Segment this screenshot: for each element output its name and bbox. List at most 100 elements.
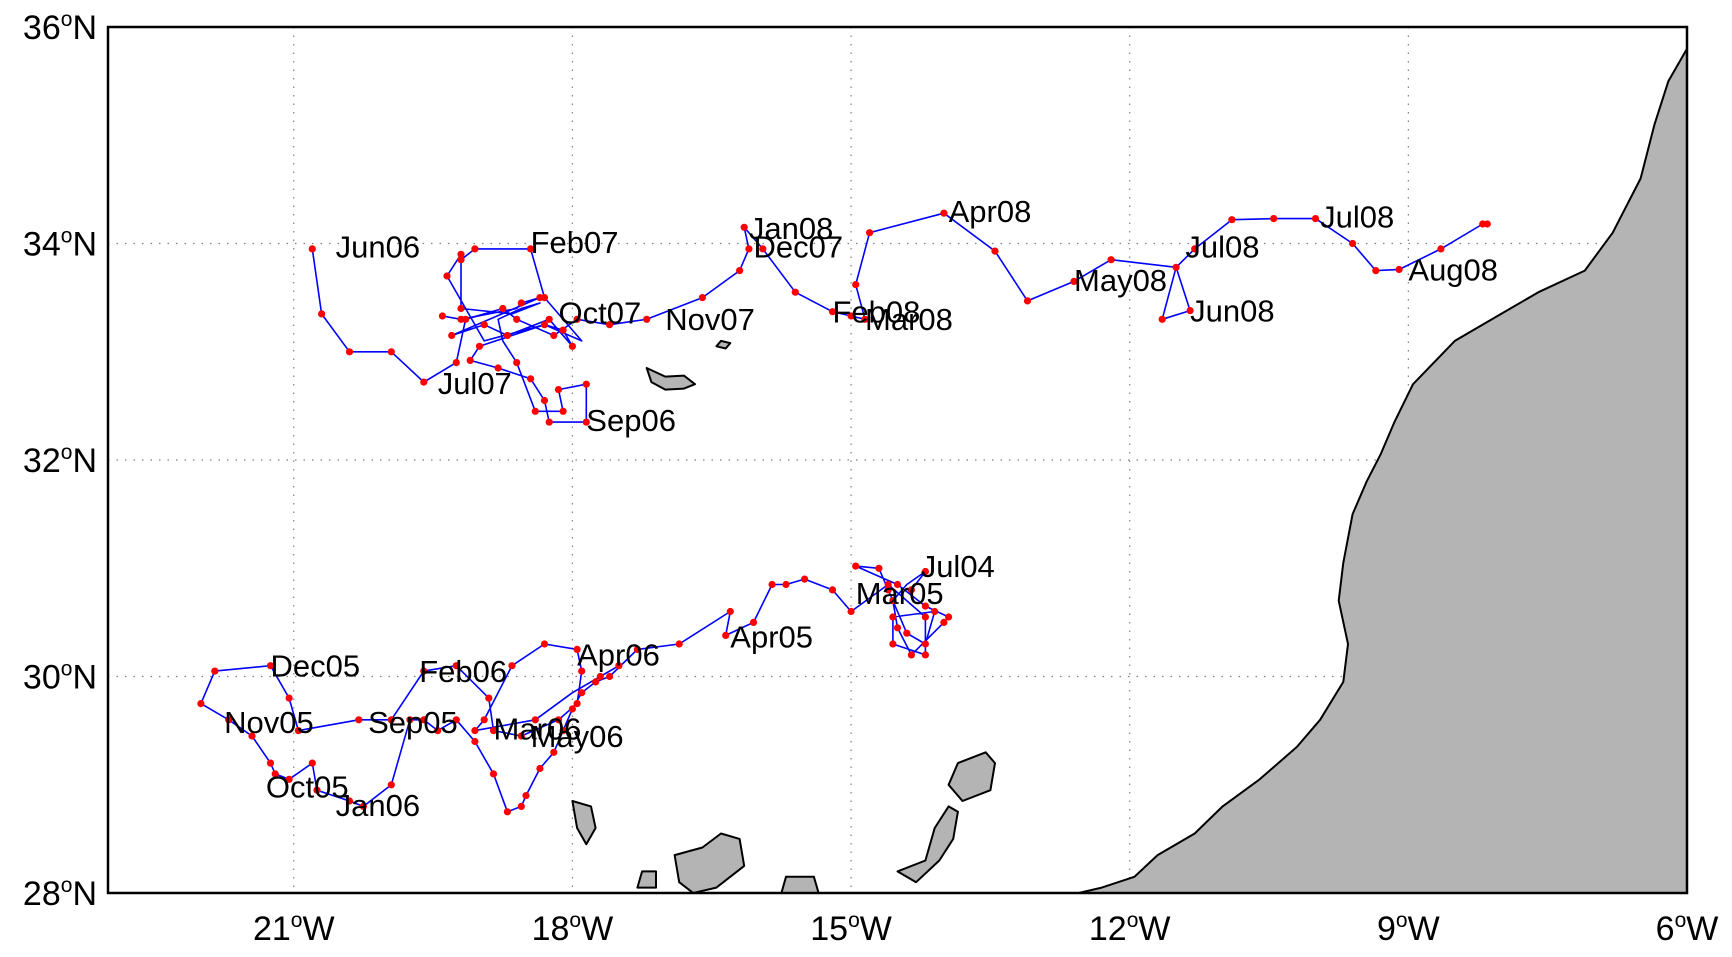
island-shape: [645, 367, 696, 391]
longitude-tick-label: 18oW: [532, 909, 614, 948]
track-point: [1191, 245, 1199, 253]
track-point: [559, 326, 567, 334]
track-point: [457, 304, 465, 313]
track-point: [568, 342, 577, 350]
track-point: [889, 640, 897, 648]
month-label: Jul04: [921, 549, 995, 584]
track-point: [345, 348, 354, 356]
track-point: [578, 689, 586, 697]
track-point: [550, 748, 558, 756]
track-point: [1158, 315, 1166, 323]
latitude-tick-label: 32oN: [23, 441, 97, 480]
track-point: [828, 586, 837, 594]
track-point: [540, 321, 549, 329]
track-point: [893, 624, 902, 632]
track-point: [907, 586, 916, 594]
track-point: [1228, 216, 1236, 224]
track-point: [387, 348, 395, 356]
month-label: Feb08: [833, 295, 921, 330]
track-point: [921, 651, 930, 659]
track-point: [722, 631, 730, 640]
track-point: [940, 618, 948, 627]
axis-tick-labels: 36oN 34oN 32oN 30oN 28oN 21oW 18oW 15oW 12oW 9oW 6…: [23, 8, 1718, 948]
track-point: [726, 607, 734, 616]
track-point: [852, 281, 860, 289]
track-point: [596, 672, 604, 681]
track-point: [861, 315, 869, 323]
track-point: [921, 602, 930, 610]
track-point: [768, 580, 776, 589]
track-point: [540, 294, 549, 302]
track-point: [466, 356, 474, 364]
track-point: [345, 797, 354, 805]
month-label: Oct05: [266, 770, 349, 805]
track-point: [582, 380, 590, 388]
month-label: May08: [1074, 263, 1167, 298]
track-point: [633, 645, 642, 654]
track-point: [1023, 297, 1032, 305]
track-point: [503, 331, 511, 340]
track-point: [554, 386, 563, 394]
track-point: [522, 792, 530, 800]
track-point: [1437, 245, 1445, 253]
month-label: Jun08: [1190, 293, 1274, 328]
land-layer: [571, 27, 1687, 893]
track-point: [1372, 267, 1380, 275]
track-point: [1483, 220, 1491, 228]
island-shape: [571, 800, 597, 846]
latitude-tick-label: 28oN: [23, 874, 97, 913]
track-point: [420, 716, 428, 724]
track-point: [540, 396, 549, 405]
track-point: [559, 407, 567, 415]
track-point: [517, 299, 525, 307]
longitude-tick-label: 9oW: [1377, 909, 1440, 948]
track-point: [318, 310, 326, 318]
track-point: [921, 567, 930, 576]
longitude-tick-label: 15oW: [810, 909, 892, 948]
track-point: [457, 256, 465, 264]
month-label: Sep05: [368, 705, 458, 740]
month-label: Dec07: [754, 230, 844, 265]
track-point: [471, 245, 479, 253]
track-point: [875, 564, 883, 572]
island-shape: [780, 875, 820, 893]
track-point: [573, 700, 581, 708]
track-point: [452, 716, 460, 724]
track-point: [554, 716, 563, 724]
track-point: [285, 775, 293, 783]
track-point: [406, 716, 414, 724]
track-point: [759, 245, 767, 253]
track-point: [294, 727, 302, 735]
track-point: [889, 597, 897, 605]
month-label: Dec05: [271, 649, 361, 684]
month-label: Feb07: [531, 225, 619, 260]
track-point: [903, 629, 911, 637]
track-point: [225, 716, 233, 724]
track-point: [907, 651, 916, 659]
track-point: [540, 640, 549, 648]
track-point: [197, 700, 205, 708]
track-point: [513, 359, 521, 367]
track-point: [457, 250, 465, 258]
track-point: [285, 694, 293, 702]
track-point: [531, 407, 539, 415]
track-point: [940, 209, 948, 217]
track-point: [517, 802, 525, 811]
track-point: [828, 308, 837, 316]
track-point: [485, 694, 493, 702]
latitude-tick-label: 36oN: [23, 8, 97, 47]
island-shape: [896, 805, 959, 884]
month-label: Apr05: [730, 619, 813, 654]
track-point: [508, 662, 516, 670]
month-label: Jul08: [1185, 230, 1259, 265]
track-point: [452, 359, 460, 367]
track-point: [1270, 215, 1278, 223]
track-point: [545, 418, 553, 426]
longitude-tick-label: 6oW: [1656, 909, 1719, 948]
track-point: [1349, 239, 1357, 248]
track-point: [573, 315, 581, 323]
track-point: [615, 662, 623, 670]
track-point: [745, 245, 753, 253]
track-point: [582, 418, 590, 426]
track-point: [578, 667, 586, 675]
